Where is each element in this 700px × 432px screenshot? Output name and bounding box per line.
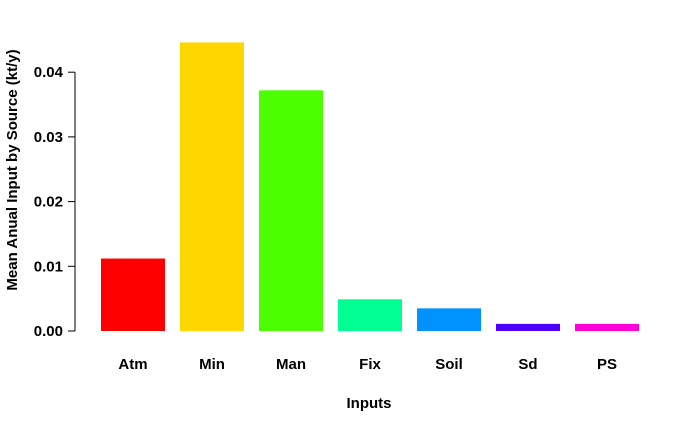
y-tick-label: 0.01 [34, 258, 63, 275]
bar-man [259, 90, 323, 331]
x-tick-label-man: Man [276, 356, 306, 373]
y-tick-label: 0.00 [34, 323, 63, 340]
x-tick-label-ps: PS [597, 356, 617, 373]
y-tick-label: 0.04 [34, 64, 64, 81]
bar-fix [338, 299, 402, 331]
bar-sd [496, 323, 560, 331]
x-tick-label-atm: Atm [118, 356, 147, 373]
y-axis-title: Mean Anual Input by Source (kt/y) [4, 49, 21, 290]
bar-atm [101, 258, 165, 331]
x-tick-labels: Atm Min Man Fix Soil Sd PS [118, 356, 617, 373]
y-tick-label: 0.03 [34, 129, 63, 146]
x-tick-label-sd: Sd [518, 356, 537, 373]
x-tick-label-soil: Soil [435, 356, 463, 373]
x-tick-label-min: Min [199, 356, 225, 373]
y-tick-label: 0.02 [34, 194, 63, 211]
x-tick-label-fix: Fix [359, 356, 381, 373]
bars-group [101, 42, 639, 332]
bar-soil [417, 308, 481, 331]
bar-ps [575, 323, 639, 331]
x-axis-title: Inputs [347, 395, 392, 412]
y-axis: 0.00 0.01 0.02 0.03 0.04 [34, 64, 76, 340]
bar-min [180, 42, 244, 332]
